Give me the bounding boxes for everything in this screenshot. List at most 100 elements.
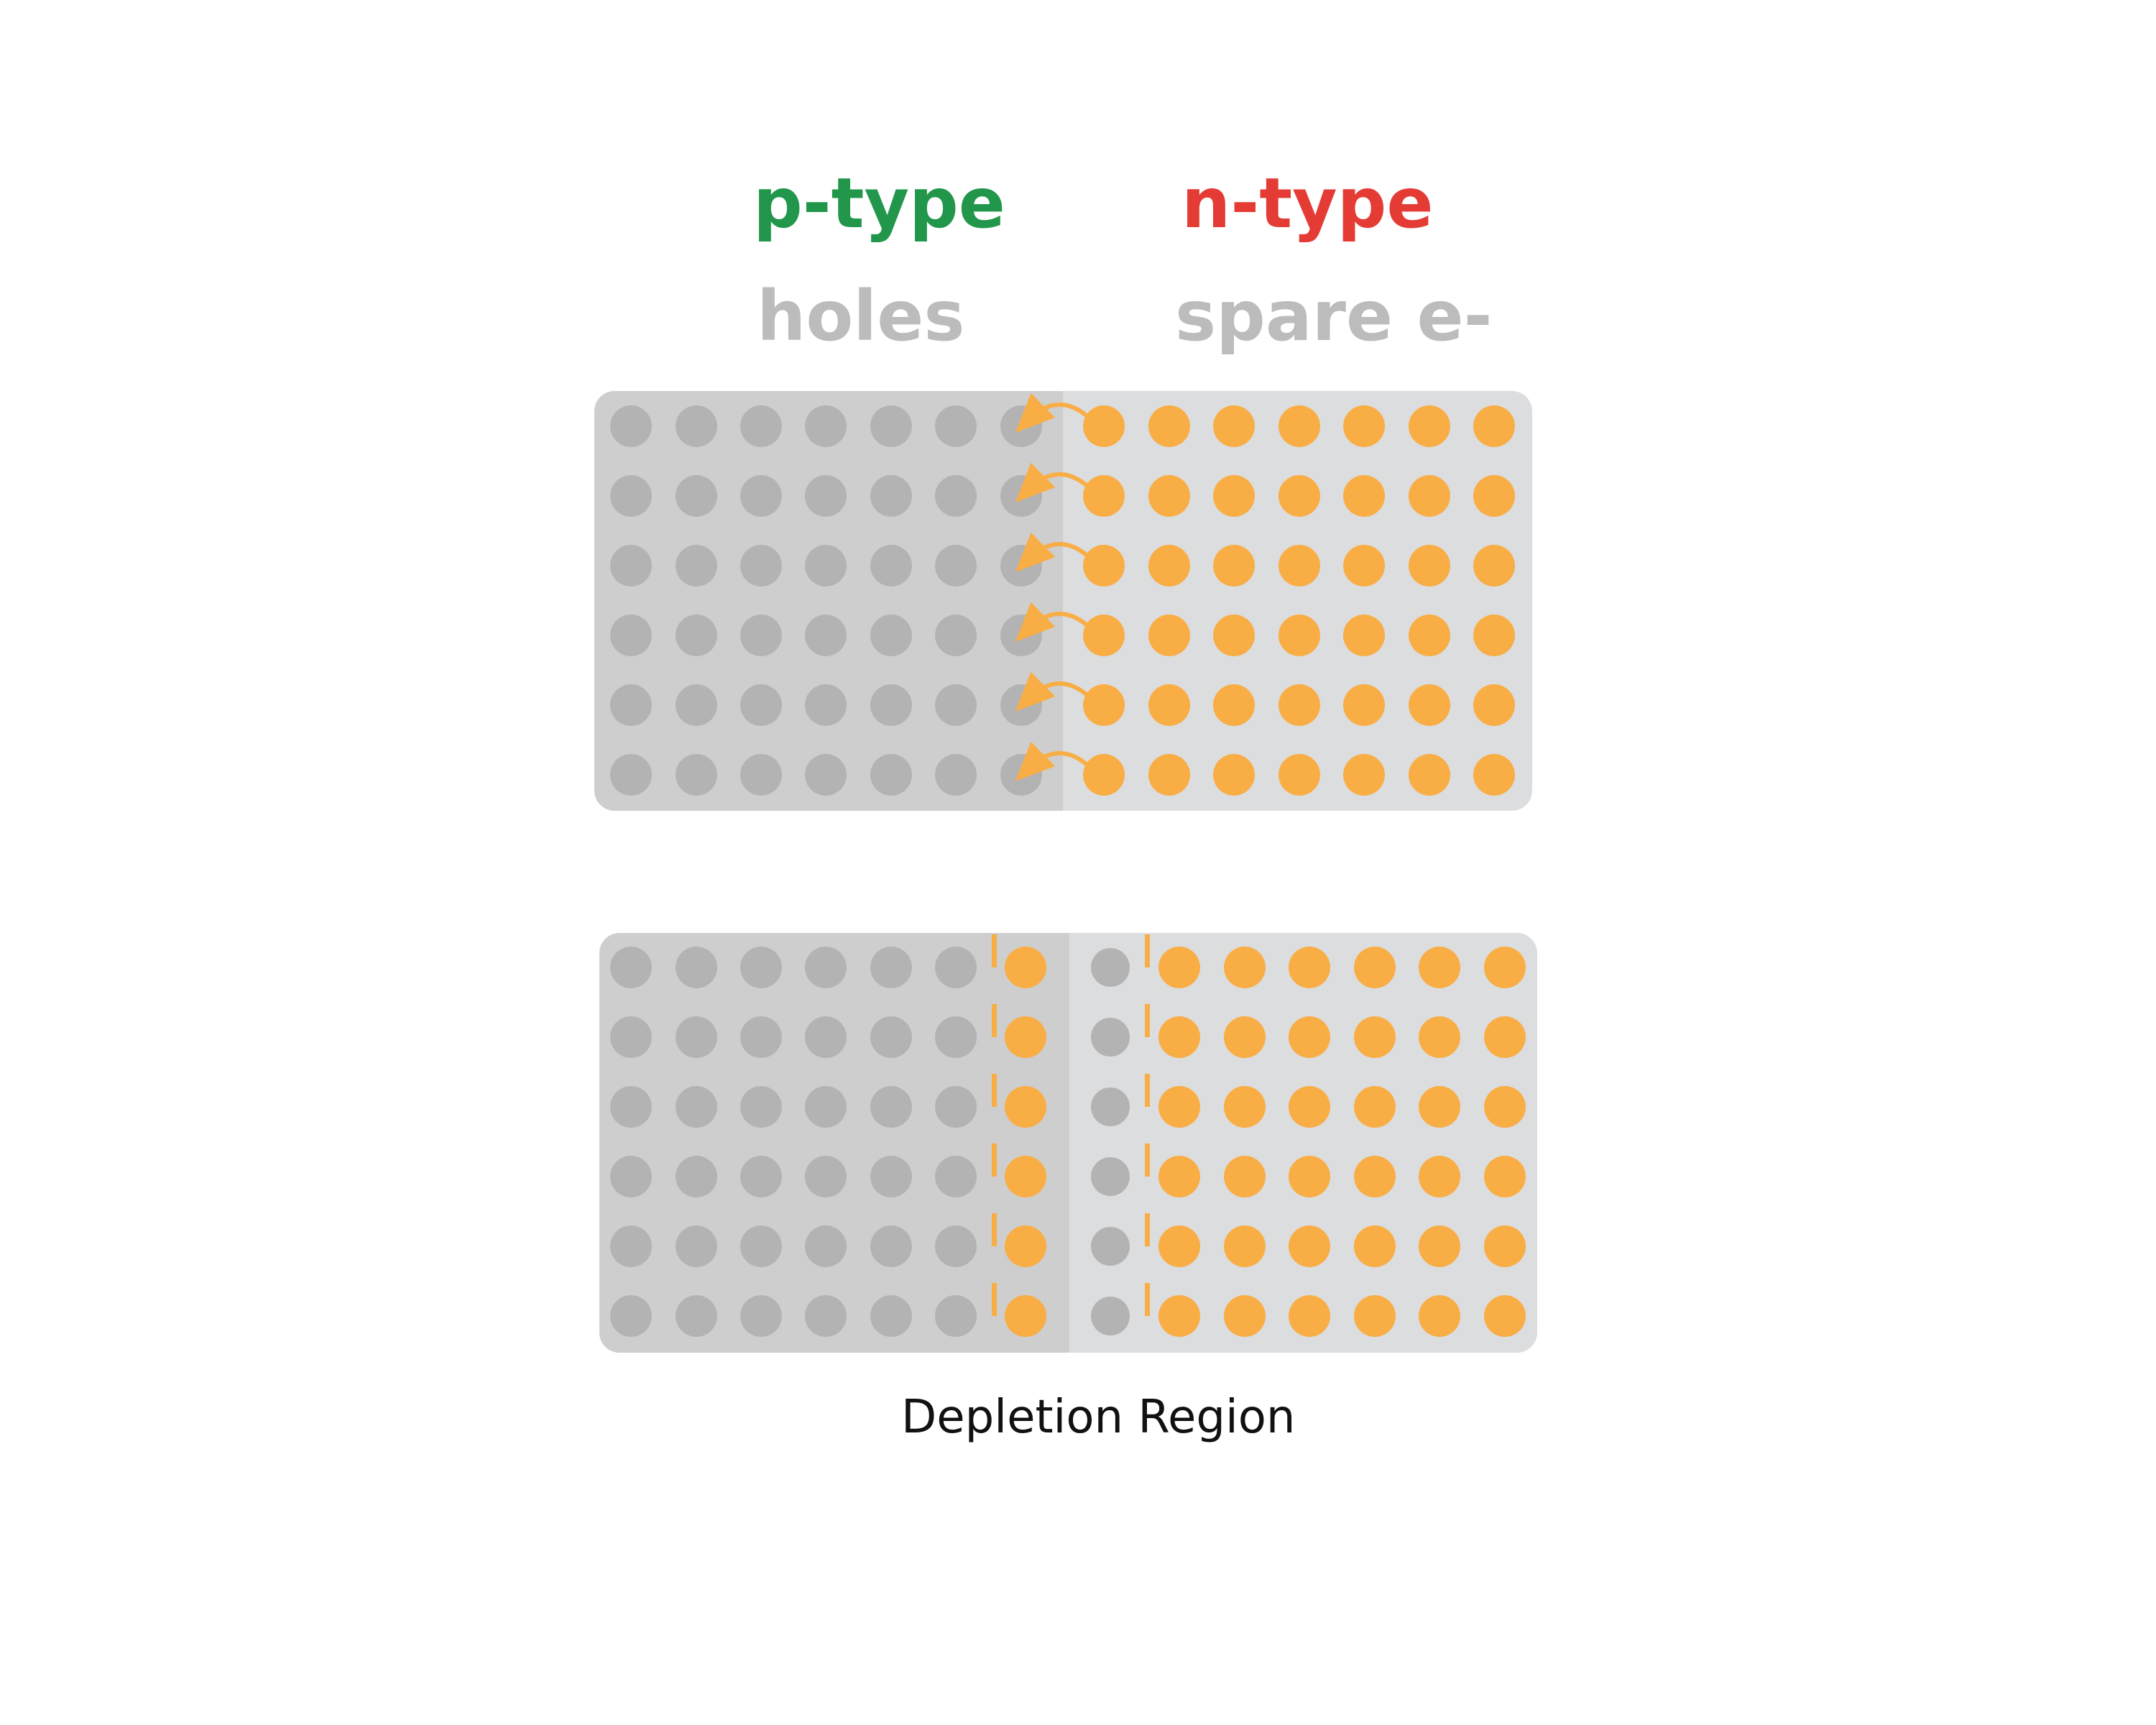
electron-dot	[1419, 1225, 1460, 1267]
electron-dot	[1148, 545, 1190, 586]
hole-dot	[805, 684, 847, 726]
electron-dot	[1224, 1156, 1266, 1197]
hole-dot	[805, 1156, 847, 1197]
electron-dot	[1289, 1156, 1330, 1197]
electron-dot	[1158, 1016, 1200, 1058]
hole-dot	[935, 475, 977, 517]
electron-dot	[1419, 1156, 1460, 1197]
electron-dot	[1083, 545, 1125, 586]
electron-dot	[1148, 684, 1190, 726]
electron-dot	[1279, 754, 1320, 796]
hole-dot	[740, 545, 782, 586]
hole-dot	[610, 1295, 652, 1337]
hole-dot	[805, 1295, 847, 1337]
hole-dot	[740, 684, 782, 726]
electron-dot	[1083, 615, 1125, 656]
hole-dot	[610, 475, 652, 517]
hole-dot	[740, 475, 782, 517]
hole-dot	[805, 475, 847, 517]
vacated-hole-dot	[1091, 1157, 1130, 1196]
electron-dot	[1289, 1016, 1330, 1058]
hole-dot	[870, 754, 912, 796]
electron-dot	[1289, 1086, 1330, 1128]
electron-dot	[1484, 947, 1526, 988]
electron-dot	[1148, 754, 1190, 796]
hole-dot	[870, 947, 912, 988]
electron-dot	[1354, 947, 1396, 988]
electron-dot	[1083, 405, 1125, 447]
electron-dot	[1224, 1225, 1266, 1267]
hole-dot	[935, 1225, 977, 1267]
hole-dot	[870, 1156, 912, 1197]
electron-dot	[1473, 545, 1515, 586]
electron-dot	[1224, 1295, 1266, 1337]
hole-dot	[870, 1016, 912, 1058]
hole-dot	[935, 545, 977, 586]
hole-dot	[805, 1016, 847, 1058]
n-type-label: n-type	[1181, 163, 1434, 244]
diffusion-arrow	[1015, 532, 1091, 572]
diffusion-arrow	[1015, 602, 1091, 642]
hole-dot	[935, 684, 977, 726]
hole-dot	[676, 615, 717, 656]
hole-dot	[740, 1156, 782, 1197]
electron-dot	[1419, 1016, 1460, 1058]
p-region-top	[594, 391, 1063, 811]
electron-dot	[1343, 684, 1385, 726]
electron-dot	[1213, 545, 1255, 586]
electron-dot	[1473, 754, 1515, 796]
hole-dot	[935, 947, 977, 988]
electron-dot	[1473, 405, 1515, 447]
electron-dot	[1224, 1086, 1266, 1128]
hole-dot	[610, 1086, 652, 1128]
electron-dot	[1279, 405, 1320, 447]
diffusion-arrow	[1015, 741, 1091, 781]
hole-dot	[935, 405, 977, 447]
depletion-boundary-left	[992, 934, 997, 967]
electron-dot	[1213, 684, 1255, 726]
hole-dot	[870, 1295, 912, 1337]
electron-dot	[1083, 475, 1125, 517]
hole-dot	[935, 1016, 977, 1058]
electron-dot	[1158, 1295, 1200, 1337]
vacated-hole-dot	[1091, 1087, 1130, 1126]
electron-dot	[1213, 405, 1255, 447]
top-panel-before-diffusion	[594, 391, 1532, 811]
electron-dot	[1343, 405, 1385, 447]
recombined-electron-dot	[1005, 947, 1046, 988]
recombined-electron-dot	[1005, 1016, 1046, 1058]
vacated-hole-dot	[1091, 1018, 1130, 1057]
p-type-label: p-type	[753, 163, 1005, 244]
depletion-boundary-right	[1145, 1074, 1150, 1107]
hole-dot	[805, 1086, 847, 1128]
electron-dot	[1484, 1086, 1526, 1128]
hole-dot	[676, 1156, 717, 1197]
vacated-hole-dot	[1091, 948, 1130, 987]
electron-dot	[1279, 475, 1320, 517]
bottom-panel-depletion-region	[599, 933, 1537, 1353]
electron-dot	[1158, 1225, 1200, 1267]
hole-dot	[610, 754, 652, 796]
hole-dot	[870, 475, 912, 517]
hole-dot	[870, 545, 912, 586]
electron-dot	[1409, 475, 1450, 517]
electron-dot	[1279, 615, 1320, 656]
recombined-electron-dot	[1005, 1086, 1046, 1128]
depletion-boundary-left	[992, 1283, 997, 1316]
electron-dot	[1484, 1156, 1526, 1197]
electron-dot	[1354, 1086, 1396, 1128]
electron-dot	[1148, 475, 1190, 517]
holes-label: holes	[757, 276, 965, 356]
recombined-electron-dot	[1005, 1295, 1046, 1337]
hole-dot	[610, 405, 652, 447]
electron-dot	[1473, 615, 1515, 656]
electron-dot	[1279, 545, 1320, 586]
depletion-boundary-left	[992, 1074, 997, 1107]
hole-dot	[935, 615, 977, 656]
hole-dot	[740, 1086, 782, 1128]
electron-dot	[1484, 1225, 1526, 1267]
electron-dot	[1279, 684, 1320, 726]
electron-dot	[1343, 754, 1385, 796]
hole-dot	[676, 1295, 717, 1337]
